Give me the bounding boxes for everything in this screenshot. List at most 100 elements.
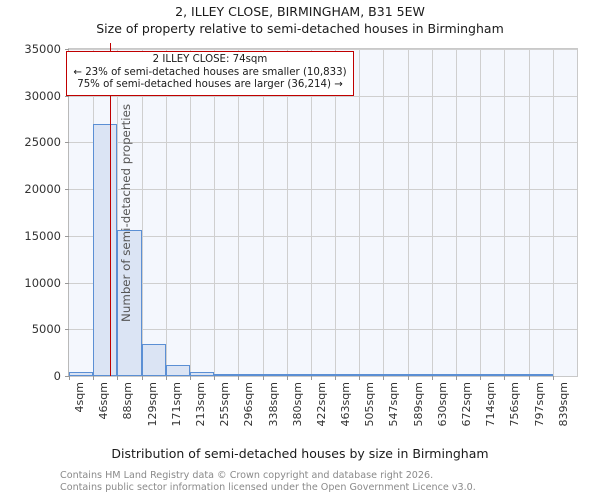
x-axis-tick (383, 376, 385, 380)
x-axis-tick (69, 376, 70, 380)
gridline-vertical (189, 49, 191, 376)
gridline-vertical (504, 49, 506, 376)
x-axis-tick-label: 714sqm (484, 382, 498, 427)
gridline-horizontal (69, 282, 577, 284)
annotation-line-3: 75% of semi-detached houses are larger (… (77, 79, 343, 90)
x-axis-tick (552, 376, 554, 380)
y-axis-label: Number of semi-detached properties (118, 103, 133, 322)
gridline-vertical (431, 49, 433, 376)
gridline-horizontal (69, 189, 577, 191)
x-axis-tick-label: 547sqm (387, 382, 401, 427)
gridline-vertical (407, 49, 409, 376)
gridline-horizontal (69, 329, 577, 331)
y-axis-tick-label: 5000 (31, 322, 61, 337)
histogram-bar (456, 374, 481, 376)
gridline-horizontal (69, 142, 577, 144)
footer-line-1: Contains HM Land Registry data © Crown c… (60, 470, 434, 481)
x-axis-tick-label: 46sqm (97, 382, 111, 420)
histogram-bar (165, 365, 190, 376)
x-axis-tick (431, 376, 433, 380)
x-axis-tick-label: 4sqm (73, 382, 86, 413)
gridline-horizontal (69, 95, 577, 97)
x-axis-tick-label: 463sqm (339, 382, 353, 427)
gridline-vertical (335, 49, 337, 376)
gridline-vertical (480, 49, 482, 376)
gridline-horizontal (69, 49, 577, 50)
chart-title: 2, ILLEY CLOSE, BIRMINGHAM, B31 5EW Size… (0, 4, 600, 37)
x-axis-tick (214, 376, 216, 380)
annotation-line-2: ← 23% of semi-detached houses are smalle… (73, 66, 347, 78)
histogram-bar (431, 374, 457, 376)
histogram-bar (504, 374, 529, 376)
y-axis-tick (65, 49, 69, 50)
y-axis-tick (65, 282, 69, 284)
x-axis-tick (335, 376, 337, 380)
annotation-line-1: 2 ILLEY CLOSE: 74sqm (152, 54, 268, 65)
histogram-bar (141, 343, 166, 376)
gridline-vertical (310, 49, 312, 376)
x-axis-tick (141, 376, 143, 380)
histogram-bar (262, 374, 287, 376)
y-axis-tick-label: 25000 (24, 135, 61, 150)
y-axis-tick (65, 329, 69, 331)
histogram-bar (286, 374, 311, 376)
histogram-bar (214, 374, 239, 376)
x-axis-tick-label: 756sqm (508, 382, 522, 427)
x-axis-tick-label: 380sqm (290, 382, 304, 427)
y-axis-tick (65, 95, 69, 97)
histogram-bar (189, 371, 215, 376)
x-axis-tick (504, 376, 506, 380)
plot-area: Number of semi-detached properties 0 5000… (24, 42, 578, 426)
gridline-vertical (286, 49, 288, 376)
y-axis-tick (65, 189, 69, 191)
page-title: 2, ILLEY CLOSE, BIRMINGHAM, B31 5EW (175, 4, 425, 19)
x-axis-label: Distribution of semi-detached houses by … (111, 446, 489, 461)
y-axis-tick-label: 15000 (24, 228, 61, 243)
x-axis-tick-label: 839sqm (556, 382, 570, 427)
x-axis-tick-label: 422sqm (314, 382, 328, 427)
y-axis-tick-label: 35000 (24, 42, 61, 56)
x-axis-tick-label: 630sqm (435, 382, 449, 427)
x-axis-tick (189, 376, 191, 380)
gridline-vertical (528, 49, 530, 376)
histogram-bar (359, 374, 384, 376)
x-axis-tick (480, 376, 482, 380)
x-axis-tick (528, 376, 530, 380)
gridline-vertical (456, 49, 458, 376)
x-axis-tick-label: 672sqm (460, 382, 474, 427)
gridline-vertical (262, 49, 264, 376)
x-axis-tick (165, 376, 167, 380)
x-axis-tick (93, 376, 95, 380)
histogram-bar (238, 374, 263, 376)
histogram-bar (407, 374, 432, 376)
gridline-horizontal (69, 235, 577, 237)
x-axis-tick (310, 376, 312, 380)
histogram-bar (117, 230, 142, 376)
gridline-vertical (359, 49, 361, 376)
gridline-vertical (238, 49, 240, 376)
chart-subtitle: Size of property relative to semi-detach… (96, 21, 504, 36)
gridline-vertical (383, 49, 385, 376)
x-axis-tick (359, 376, 361, 380)
gridline-vertical (141, 49, 143, 376)
x-axis-tick (117, 376, 119, 380)
histogram-bar (383, 374, 408, 376)
y-axis-tick (65, 376, 69, 377)
x-axis-tick-label: 797sqm (532, 382, 546, 427)
x-axis-tick-label: 296sqm (242, 382, 256, 427)
footer-line-2: Contains public sector information licen… (60, 481, 476, 493)
x-axis-tick-label: 255sqm (218, 382, 232, 427)
histogram-bar (69, 371, 94, 376)
histogram-bar (528, 374, 553, 376)
gridline-vertical (165, 49, 167, 376)
x-axis-tick-label: 213sqm (193, 382, 207, 427)
gridline-vertical (214, 49, 216, 376)
y-axis-tick-label: 10000 (24, 275, 61, 290)
histogram-bar (310, 374, 336, 376)
x-axis-tick (286, 376, 288, 380)
y-axis-tick (65, 235, 69, 237)
x-axis-tick-label: 589sqm (411, 382, 425, 427)
footer-attribution: Contains HM Land Registry data © Crown c… (60, 470, 600, 493)
y-axis-tick-label: 0 (53, 369, 61, 383)
